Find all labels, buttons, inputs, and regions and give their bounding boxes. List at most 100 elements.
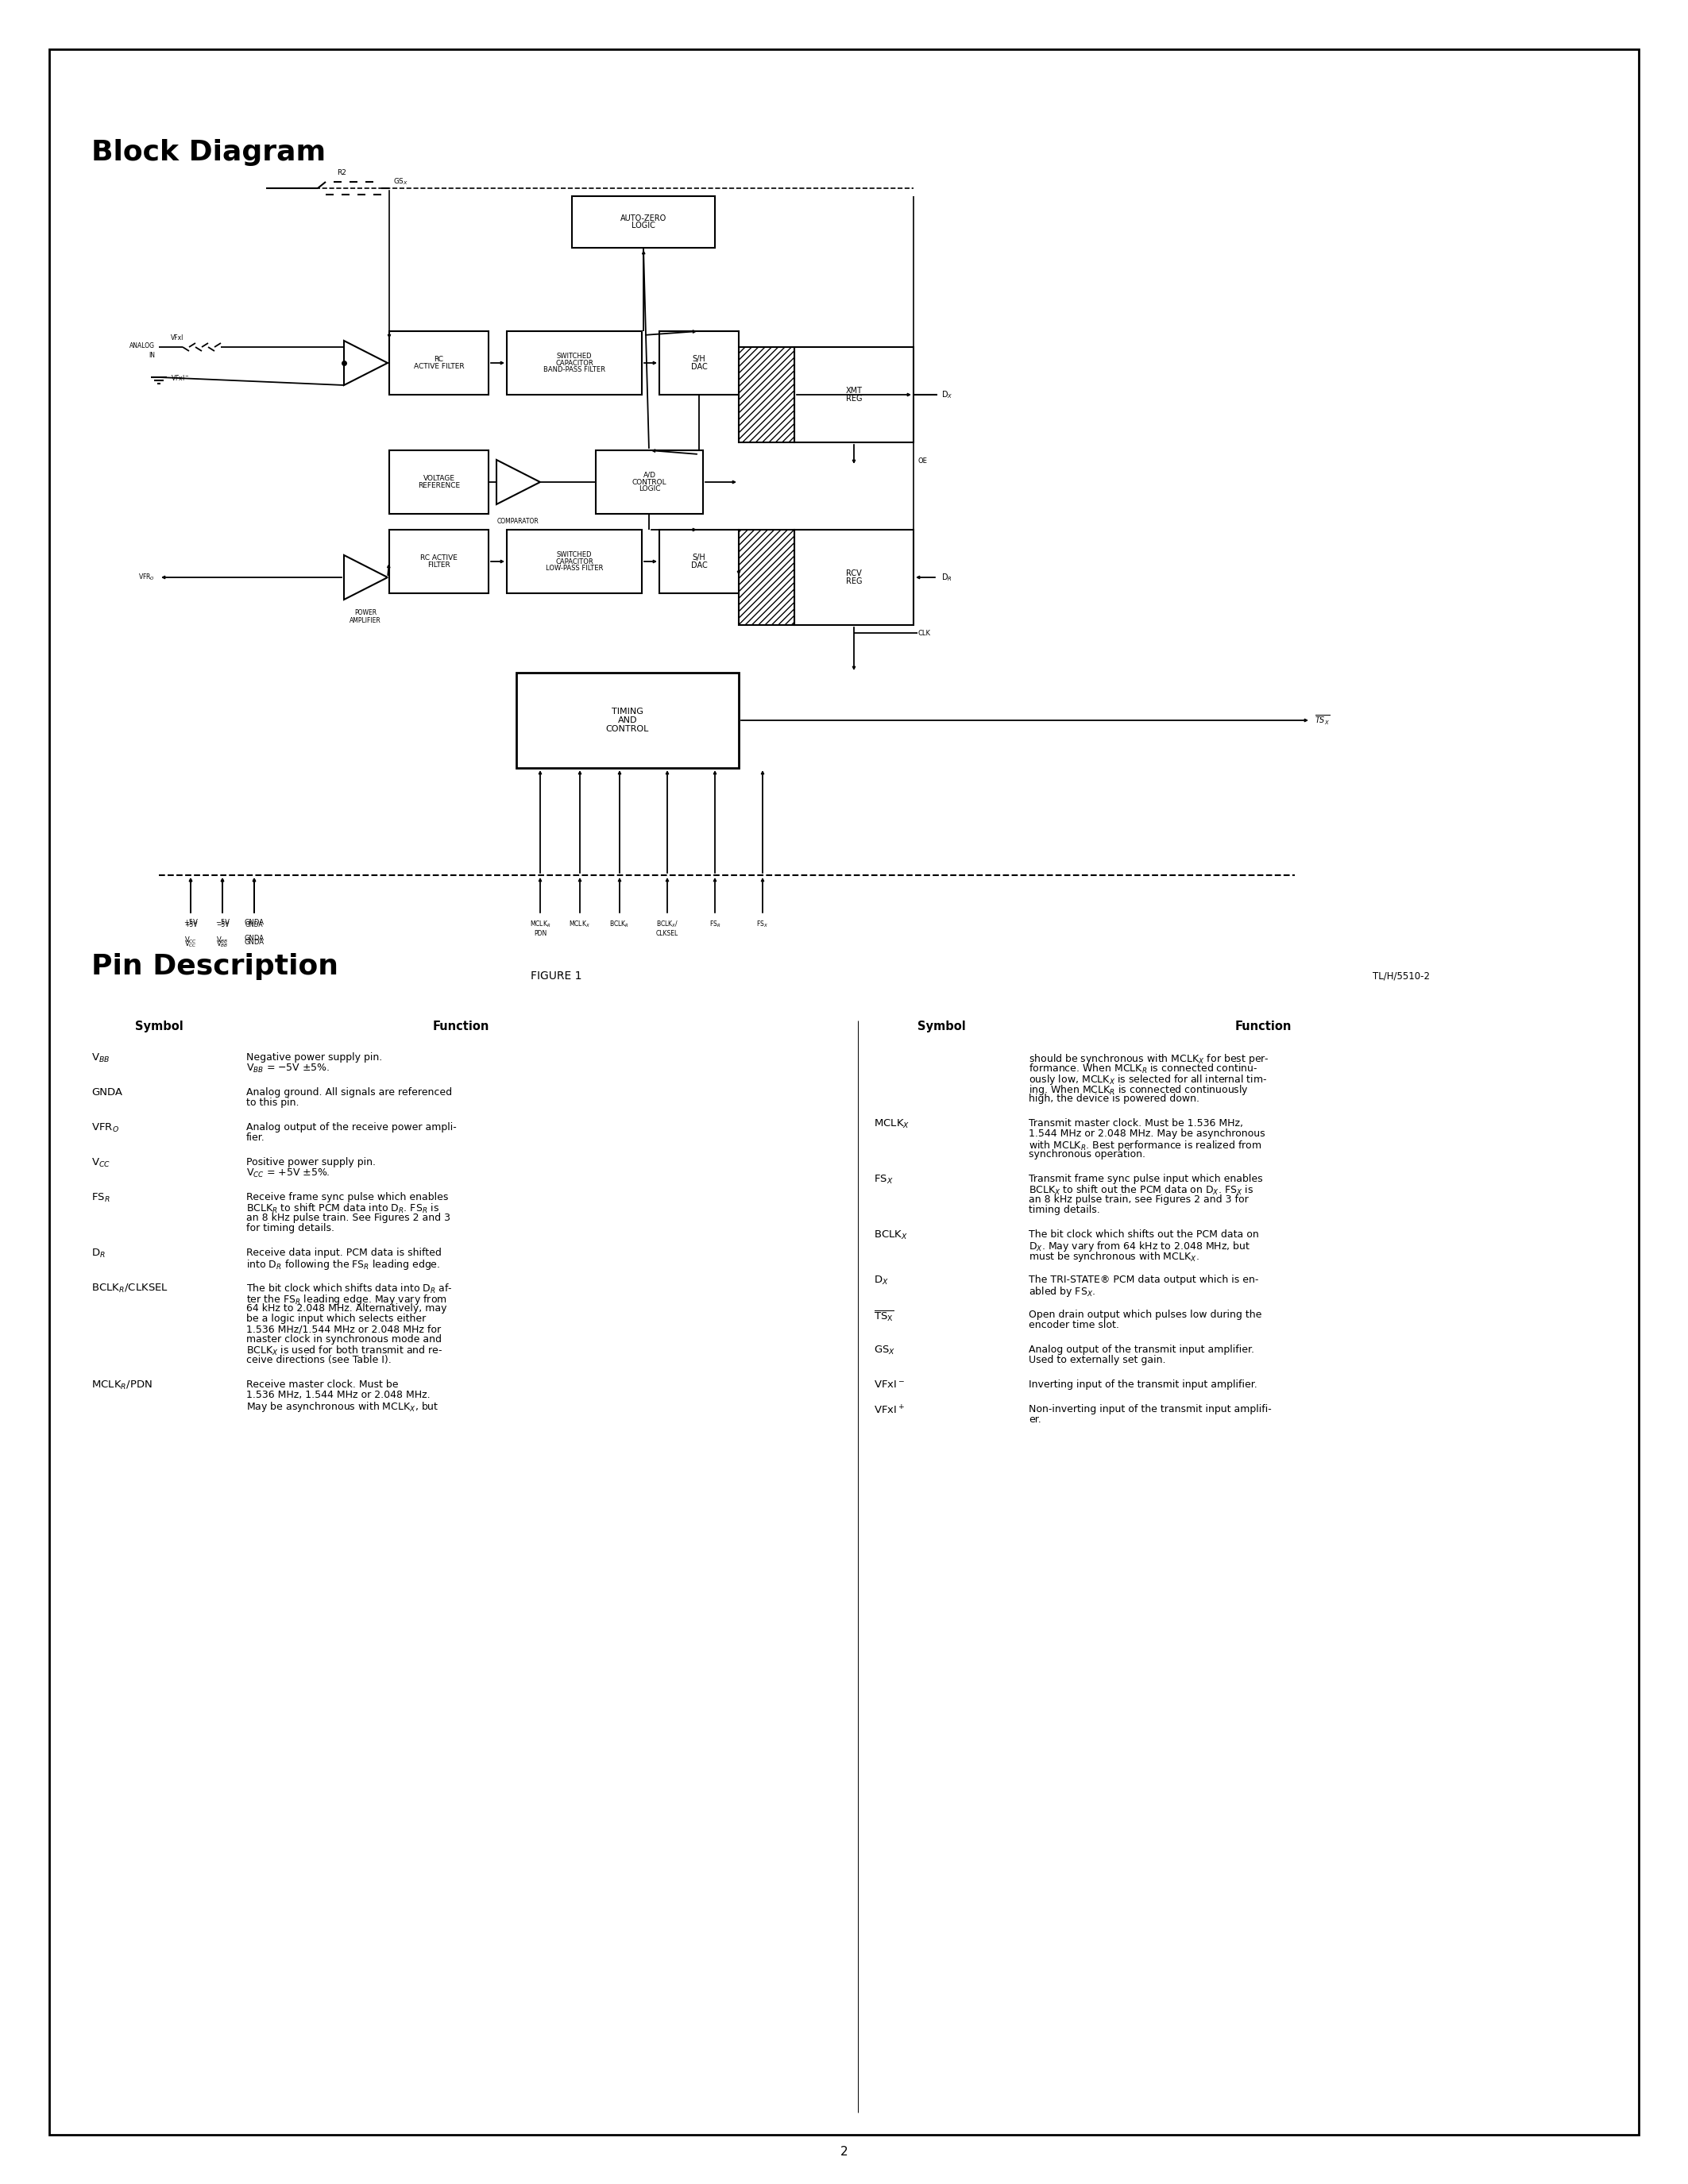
- Text: D$_X$: D$_X$: [874, 1275, 890, 1286]
- Text: RC: RC: [434, 356, 444, 363]
- Text: V$_{BB}$: V$_{BB}$: [216, 939, 228, 948]
- Text: encoder time slot.: encoder time slot.: [1028, 1319, 1119, 1330]
- Text: +5V: +5V: [184, 919, 197, 926]
- Text: BAND-PASS FILTER: BAND-PASS FILTER: [544, 365, 606, 373]
- Bar: [390, 450, 488, 513]
- Text: AND: AND: [618, 716, 638, 725]
- Text: VFxI$^+$: VFxI$^+$: [874, 1404, 905, 1415]
- Text: POWER
AMPLIFIER: POWER AMPLIFIER: [349, 609, 381, 625]
- Text: TIMING: TIMING: [611, 708, 643, 716]
- Text: LOW-PASS FILTER: LOW-PASS FILTER: [545, 563, 603, 572]
- Text: VFR$_O$: VFR$_O$: [91, 1123, 120, 1133]
- Bar: [390, 531, 488, 594]
- Text: BCLK$_R$ to shift PCM data into D$_R$. FS$_R$ is: BCLK$_R$ to shift PCM data into D$_R$. F…: [246, 1203, 439, 1214]
- Text: high, the device is powered down.: high, the device is powered down.: [1028, 1094, 1200, 1103]
- Text: TL/H/5510-2: TL/H/5510-2: [1372, 970, 1430, 981]
- Text: MCLK$_R$
PDN: MCLK$_R$ PDN: [530, 919, 550, 937]
- Text: an 8 kHz pulse train. See Figures 2 and 3: an 8 kHz pulse train. See Figures 2 and …: [246, 1212, 451, 1223]
- Text: RC ACTIVE: RC ACTIVE: [420, 555, 457, 561]
- Text: $\mathdefault{\overline{TS_X}}$: $\mathdefault{\overline{TS_X}}$: [874, 1310, 895, 1324]
- Bar: [739, 531, 795, 625]
- Text: VFxI: VFxI: [170, 334, 184, 341]
- Bar: [572, 197, 716, 247]
- Text: Analog output of the transmit input amplifier.: Analog output of the transmit input ampl…: [1028, 1345, 1254, 1354]
- Text: GS$_X$: GS$_X$: [874, 1345, 895, 1356]
- Text: V$_{CC}$: V$_{CC}$: [91, 1158, 110, 1168]
- Text: Inverting input of the transmit input amplifier.: Inverting input of the transmit input am…: [1028, 1380, 1258, 1389]
- Text: Block Diagram: Block Diagram: [91, 140, 326, 166]
- Text: should be synchronous with MCLK$_X$ for best per-: should be synchronous with MCLK$_X$ for …: [1028, 1053, 1269, 1066]
- Text: −5V: −5V: [216, 922, 230, 928]
- Text: May be asynchronous with MCLK$_X$, but: May be asynchronous with MCLK$_X$, but: [246, 1400, 439, 1413]
- Text: with MCLK$_R$. Best performance is realized from: with MCLK$_R$. Best performance is reali…: [1028, 1138, 1261, 1153]
- Bar: [795, 531, 913, 625]
- Text: 1.536 MHz/1.544 MHz or 2.048 MHz for: 1.536 MHz/1.544 MHz or 2.048 MHz for: [246, 1324, 441, 1334]
- Text: Pin Description: Pin Description: [91, 952, 338, 981]
- Text: $\overline{TS_X}$: $\overline{TS_X}$: [1315, 714, 1330, 727]
- Text: er.: er.: [1028, 1415, 1041, 1424]
- Text: REG: REG: [846, 395, 863, 402]
- Text: FS$_X$: FS$_X$: [756, 919, 768, 928]
- Text: COMPARATOR: COMPARATOR: [496, 518, 538, 524]
- Text: REG: REG: [846, 577, 863, 585]
- Text: 64 kHz to 2.048 MHz. Alternatively, may: 64 kHz to 2.048 MHz. Alternatively, may: [246, 1304, 447, 1313]
- Text: GNDA: GNDA: [245, 919, 263, 926]
- Polygon shape: [344, 555, 388, 601]
- Text: ter the FS$_R$ leading edge. May vary from: ter the FS$_R$ leading edge. May vary fr…: [246, 1293, 447, 1306]
- Text: BCLK$_R$: BCLK$_R$: [609, 919, 630, 928]
- Text: ceive directions (see Table I).: ceive directions (see Table I).: [246, 1354, 392, 1365]
- Text: FILTER: FILTER: [427, 561, 451, 568]
- Text: CAPACITOR: CAPACITOR: [555, 557, 592, 566]
- Text: +5V: +5V: [184, 922, 197, 928]
- Text: Non-inverting input of the transmit input amplifi-: Non-inverting input of the transmit inpu…: [1028, 1404, 1271, 1415]
- Text: DAC: DAC: [690, 363, 707, 371]
- Text: synchronous operation.: synchronous operation.: [1028, 1149, 1146, 1160]
- Text: Receive data input. PCM data is shifted: Receive data input. PCM data is shifted: [246, 1247, 442, 1258]
- Text: V$_{CC}$: V$_{CC}$: [184, 939, 197, 948]
- Text: AUTO-ZERO: AUTO-ZERO: [619, 214, 667, 223]
- Text: S/H: S/H: [692, 356, 706, 363]
- Bar: [506, 332, 641, 395]
- Text: formance. When MCLK$_R$ is connected continu-: formance. When MCLK$_R$ is connected con…: [1028, 1064, 1258, 1075]
- Text: BCLK$_X$: BCLK$_X$: [874, 1230, 908, 1241]
- Text: be a logic input which selects either: be a logic input which selects either: [246, 1313, 425, 1324]
- Text: Receive frame sync pulse which enables: Receive frame sync pulse which enables: [246, 1192, 449, 1203]
- Bar: [795, 347, 913, 443]
- Text: D$_X$: D$_X$: [942, 389, 952, 400]
- Text: 1.544 MHz or 2.048 MHz. May be asynchronous: 1.544 MHz or 2.048 MHz. May be asynchron…: [1028, 1129, 1264, 1138]
- Text: Transmit frame sync pulse input which enables: Transmit frame sync pulse input which en…: [1028, 1173, 1263, 1184]
- Text: an 8 kHz pulse train, see Figures 2 and 3 for: an 8 kHz pulse train, see Figures 2 and …: [1028, 1195, 1249, 1206]
- Text: to this pin.: to this pin.: [246, 1099, 299, 1107]
- Text: Symbol: Symbol: [917, 1020, 966, 1033]
- Text: master clock in synchronous mode and: master clock in synchronous mode and: [246, 1334, 442, 1345]
- Text: CONTROL: CONTROL: [631, 478, 667, 485]
- Text: 1.536 MHz, 1.544 MHz or 2.048 MHz.: 1.536 MHz, 1.544 MHz or 2.048 MHz.: [246, 1389, 430, 1400]
- Text: LOGIC: LOGIC: [638, 485, 660, 494]
- Text: Function: Function: [432, 1020, 490, 1033]
- Text: CONTROL: CONTROL: [606, 725, 650, 734]
- Text: V$_{BB}$ = −5V ±5%.: V$_{BB}$ = −5V ±5%.: [246, 1064, 329, 1075]
- Text: REFERENCE: REFERENCE: [419, 483, 459, 489]
- Text: Analog ground. All signals are referenced: Analog ground. All signals are reference…: [246, 1088, 452, 1099]
- Text: LOGIC: LOGIC: [631, 223, 655, 229]
- Text: Positive power supply pin.: Positive power supply pin.: [246, 1158, 376, 1168]
- Text: V$_{CC}$ = +5V ±5%.: V$_{CC}$ = +5V ±5%.: [246, 1168, 331, 1179]
- Polygon shape: [496, 461, 540, 505]
- Text: SWITCHED: SWITCHED: [557, 354, 592, 360]
- Text: into D$_R$ following the FS$_R$ leading edge.: into D$_R$ following the FS$_R$ leading …: [246, 1258, 441, 1271]
- Text: The TRI-STATE® PCM data output which is en-: The TRI-STATE® PCM data output which is …: [1028, 1275, 1259, 1284]
- Text: timing details.: timing details.: [1028, 1206, 1101, 1214]
- Polygon shape: [344, 341, 388, 384]
- Text: MCLK$_R$/PDN: MCLK$_R$/PDN: [91, 1380, 152, 1391]
- Text: abled by FS$_X$.: abled by FS$_X$.: [1028, 1284, 1096, 1299]
- Text: VFxI$^-$: VFxI$^-$: [170, 373, 189, 382]
- Text: MCLK$_X$: MCLK$_X$: [569, 919, 591, 928]
- Text: FS$_R$: FS$_R$: [91, 1192, 110, 1203]
- Text: Used to externally set gain.: Used to externally set gain.: [1028, 1354, 1166, 1365]
- Text: D$_X$. May vary from 64 kHz to 2.048 MHz, but: D$_X$. May vary from 64 kHz to 2.048 MHz…: [1028, 1241, 1251, 1254]
- Text: DAC: DAC: [690, 561, 707, 570]
- Text: FS$_X$: FS$_X$: [874, 1173, 893, 1186]
- Text: CLK: CLK: [918, 629, 930, 636]
- Text: A/D: A/D: [643, 472, 655, 478]
- Text: Receive master clock. Must be: Receive master clock. Must be: [246, 1380, 398, 1389]
